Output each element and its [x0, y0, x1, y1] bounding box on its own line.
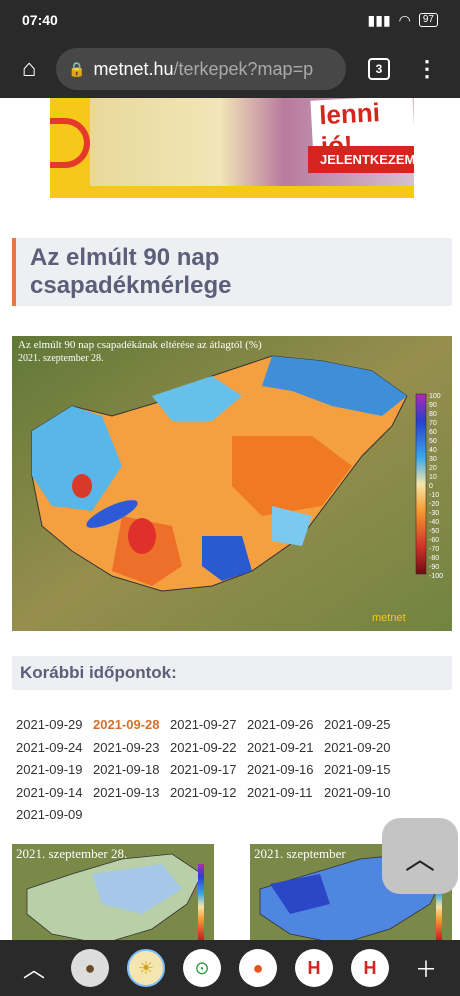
expand-up-icon[interactable]: ︿: [22, 957, 45, 982]
date-list: 2021-09-29 2021-09-28 2021-09-27 2021-09-26…: [16, 714, 446, 827]
legend-label: 60: [429, 429, 437, 436]
legend-label: -20: [429, 501, 439, 508]
date-link[interactable]: 2021-09-22: [170, 739, 237, 755]
browser-toolbar: ⌂ 🔒 metnet.hu/terkepek?map=p 3 ⋮: [0, 40, 460, 98]
date-link[interactable]: 2021-09-10: [324, 784, 391, 800]
thumbnail-2-date: 2021. szeptember: [254, 846, 346, 861]
status-time: 07:40: [22, 12, 58, 28]
date-link[interactable]: 2021-09-19: [16, 762, 83, 778]
url-path: /terkepek?map=p: [173, 58, 314, 79]
shortcut-3-icon[interactable]: ⊙: [183, 949, 221, 987]
date-link[interactable]: 2021-09-13: [93, 784, 160, 800]
battery-icon: 97: [418, 13, 438, 27]
legend-label: 100: [429, 393, 441, 400]
shortcut-1-icon[interactable]: ●: [71, 949, 109, 987]
signal-icon: ▮▮▮: [367, 11, 391, 28]
legend-label: 90: [429, 402, 437, 409]
legend-label: -10: [429, 492, 439, 499]
legend-label: 30: [429, 456, 437, 463]
map-brand: metnet: [372, 612, 406, 624]
date-link[interactable]: 2021-09-12: [170, 784, 237, 800]
legend-label: 10: [429, 474, 437, 481]
date-link[interactable]: 2021-09-17: [170, 762, 237, 778]
section-title-line1: Az elmúlt 90 nap: [30, 244, 220, 271]
date-link[interactable]: 2021-09-15: [324, 762, 391, 778]
legend-label: -60: [429, 537, 439, 544]
ad-cta-button[interactable]: JELENTKEZEM: [308, 146, 414, 173]
shortcut-4-icon[interactable]: ●: [239, 949, 277, 987]
overflow-menu-icon[interactable]: ⋮: [416, 56, 438, 81]
legend-label: -90: [429, 564, 439, 571]
thumbnail-1-date: 2021. szeptember 28.: [16, 846, 127, 861]
home-icon[interactable]: ⌂: [21, 55, 37, 82]
precipitation-map[interactable]: Az elmúlt 90 nap csapadékának eltérése a…: [12, 336, 452, 631]
add-shortcut-icon[interactable]: ＋: [414, 957, 437, 982]
date-link[interactable]: 2021-09-24: [16, 739, 83, 755]
tab-switcher-button[interactable]: 3: [368, 58, 390, 80]
date-link[interactable]: 2021-09-29: [16, 717, 83, 732]
legend-label: -100: [429, 573, 443, 580]
legend-label: -80: [429, 555, 439, 562]
legend-label: -70: [429, 546, 439, 553]
legend-label: 40: [429, 447, 437, 454]
status-bar: 07:40 ▮▮▮ ◠ 97: [0, 0, 460, 40]
date-link[interactable]: 2021-09-11: [247, 784, 313, 800]
date-link[interactable]: 2021-09-28: [93, 717, 160, 732]
date-link[interactable]: 2021-09-27: [170, 717, 237, 732]
date-link[interactable]: 2021-09-14: [16, 784, 83, 800]
earlier-dates-heading: Korábbi időpontok:: [12, 656, 452, 690]
section-heading: Az elmúlt 90 nap csapadékmérlege: [12, 238, 452, 306]
legend-label: 20: [429, 465, 437, 472]
shortcut-6-icon[interactable]: H: [351, 949, 389, 987]
url-host: metnet.hu: [93, 58, 174, 79]
bottom-shortcut-bar: ︿ ● ☀ ⊙ ● H H ＋: [0, 940, 460, 996]
legend-label: 0: [429, 483, 433, 490]
advertisement-banner[interactable]: lenni jó! JELENTKEZEM: [50, 98, 414, 198]
address-bar[interactable]: 🔒 metnet.hu/terkepek?map=p: [56, 48, 346, 90]
date-link[interactable]: 2021-09-18: [93, 762, 160, 778]
scroll-to-top-button[interactable]: ︿: [382, 818, 458, 894]
legend-label: 70: [429, 420, 437, 427]
section-title-line2: csapadékmérlege: [30, 272, 232, 299]
shortcut-5-icon[interactable]: H: [295, 949, 333, 987]
date-link[interactable]: 2021-09-20: [324, 739, 391, 755]
lock-icon: 🔒: [68, 60, 86, 77]
ad-bottom-bar: [50, 186, 414, 198]
date-link[interactable]: 2021-09-25: [324, 717, 391, 732]
legend-label: 80: [429, 411, 437, 418]
shortcut-weather-icon[interactable]: ☀: [127, 949, 165, 987]
wifi-icon: ◠: [398, 11, 411, 28]
thumbnail-map-1[interactable]: 2021. szeptember 28.: [12, 844, 214, 940]
legend-label: -30: [429, 510, 439, 517]
date-link[interactable]: 2021-09-09: [16, 807, 83, 823]
legend-label: 50: [429, 438, 437, 445]
ad-logo-shape: [50, 118, 90, 168]
map-date: 2021. szeptember 28.: [18, 353, 104, 364]
page-content: lenni jó! JELENTKEZEM Az elmúlt 90 nap c…: [0, 98, 460, 940]
date-link[interactable]: 2021-09-23: [93, 739, 160, 755]
date-link[interactable]: 2021-09-26: [247, 717, 314, 732]
legend-label: -40: [429, 519, 439, 526]
date-link[interactable]: 2021-09-16: [247, 762, 314, 778]
legend-label: -50: [429, 528, 439, 535]
map-title: Az elmúlt 90 nap csapadékának eltérése a…: [18, 339, 262, 351]
date-link[interactable]: 2021-09-21: [247, 739, 314, 755]
